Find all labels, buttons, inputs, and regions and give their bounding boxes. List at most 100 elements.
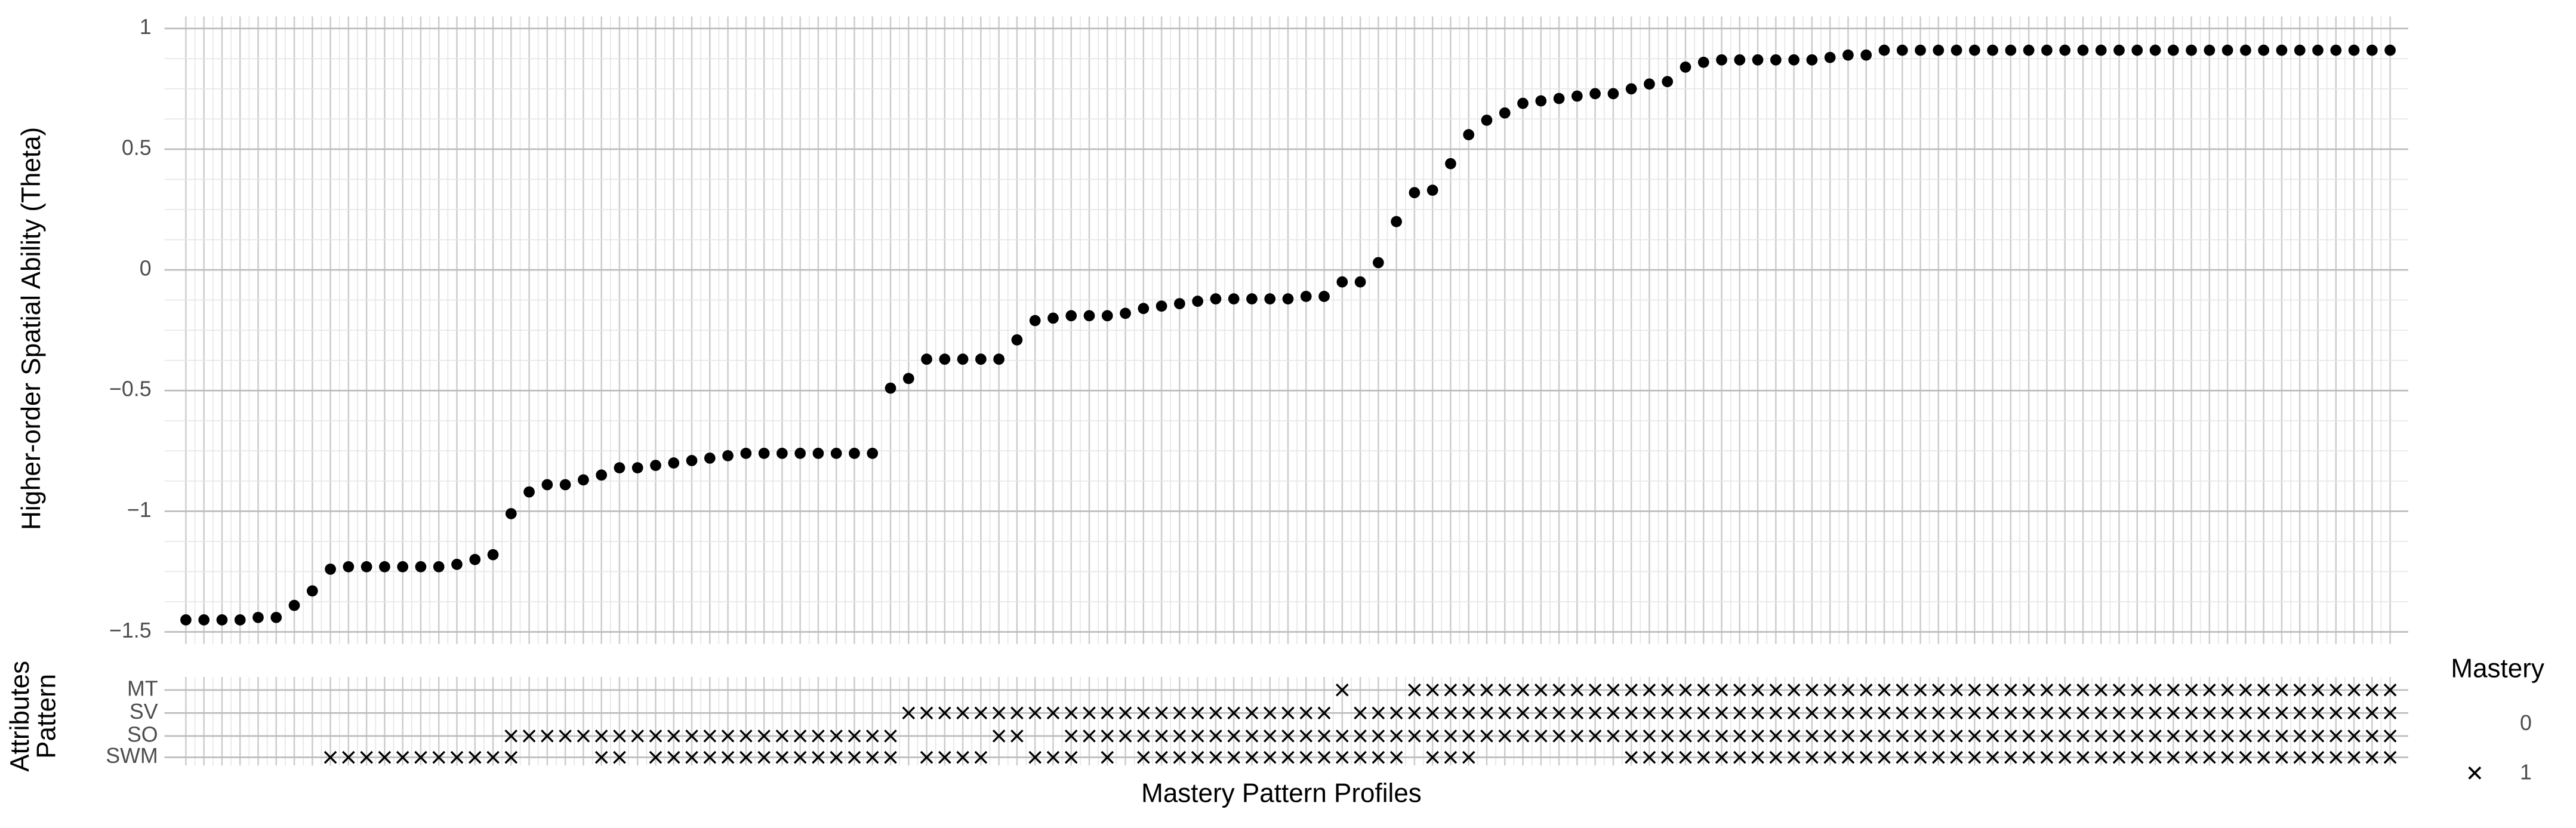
point — [2258, 44, 2270, 56]
mastery-mark — [739, 729, 753, 743]
mastery-mark — [1931, 706, 1945, 720]
point — [2186, 44, 2197, 56]
mastery-mark — [775, 750, 789, 764]
point — [2005, 44, 2017, 56]
mastery-mark — [1028, 750, 1042, 764]
mastery-mark — [2293, 684, 2307, 697]
mastery-mark — [360, 750, 373, 764]
mastery-mark — [1986, 750, 1999, 764]
mastery-mark — [974, 706, 988, 720]
point — [993, 353, 1005, 365]
mastery-mark — [1101, 706, 1114, 720]
mastery-mark — [577, 729, 590, 743]
mastery-mark — [1498, 729, 1512, 743]
mastery-mark — [739, 750, 753, 764]
point — [397, 561, 409, 572]
point — [2041, 44, 2053, 56]
mastery-mark — [1751, 729, 1764, 743]
mastery-mark — [2329, 729, 2343, 743]
mastery-mark — [2347, 729, 2361, 743]
point — [631, 462, 643, 473]
mastery-mark — [1769, 706, 1783, 720]
mastery-mark — [1281, 729, 1295, 743]
mastery-mark — [486, 750, 500, 764]
mastery-mark — [1516, 729, 1530, 743]
point — [1860, 49, 1872, 61]
legend-label: 1 — [2520, 761, 2532, 784]
mastery-mark — [1389, 750, 1403, 764]
mastery-mark — [1660, 706, 1674, 720]
point — [1463, 129, 1475, 140]
mastery-mark — [1660, 750, 1674, 764]
mastery-mark — [1986, 706, 1999, 720]
point — [2131, 44, 2143, 56]
y-axis-title: Higher-order Spatial Ability (Theta) — [17, 127, 46, 530]
mastery-mark — [1462, 729, 1475, 743]
mastery-mark — [1679, 750, 1692, 764]
mastery-mark — [848, 750, 861, 764]
mastery-mark — [1010, 706, 1024, 720]
mastery-mark — [1787, 706, 1801, 720]
point — [1915, 44, 1926, 56]
point — [614, 462, 625, 473]
mastery-mark — [1823, 729, 1837, 743]
mastery-mark — [1372, 729, 1385, 743]
mastery-mark — [631, 729, 645, 743]
point — [812, 448, 824, 459]
mastery-mark — [2004, 684, 2017, 697]
mastery-mark — [2130, 706, 2144, 720]
point — [686, 455, 698, 466]
point — [830, 448, 842, 459]
mastery-mark — [1028, 706, 1042, 720]
point — [1752, 54, 1764, 66]
point — [252, 611, 264, 623]
mastery-mark — [938, 706, 951, 720]
mastery-mark — [1697, 750, 1711, 764]
mastery-mark — [1679, 706, 1692, 720]
mastery-mark — [848, 729, 861, 743]
point — [1716, 54, 1727, 66]
mastery-mark — [2221, 684, 2234, 697]
mastery-mark — [865, 729, 879, 743]
mastery-mark — [1191, 706, 1204, 720]
point — [360, 561, 372, 572]
mastery-mark — [1389, 729, 1403, 743]
mastery-mark — [2239, 750, 2253, 764]
mastery-mark — [2383, 729, 2397, 743]
mastery-mark — [1191, 729, 1204, 743]
mastery-mark — [992, 729, 1006, 743]
mastery-mark — [685, 729, 698, 743]
mastery-mark — [1372, 706, 1385, 720]
mastery-mark — [1715, 706, 1728, 720]
mastery-mark — [1354, 706, 1367, 720]
mastery-mark — [1426, 684, 1439, 697]
mastery-mark — [504, 729, 518, 743]
mastery-mark — [812, 729, 825, 743]
point — [1264, 293, 1276, 304]
mastery-mark — [2383, 706, 2397, 720]
point — [1770, 54, 1782, 66]
mastery-mark — [1950, 684, 1963, 697]
mastery-mark — [1787, 684, 1801, 697]
point — [2059, 44, 2071, 56]
point — [1499, 107, 1511, 119]
mastery-mark — [323, 750, 337, 764]
point — [1192, 296, 1203, 307]
point — [2149, 44, 2161, 56]
mastery-mark — [1064, 729, 1078, 743]
mastery-mark — [1679, 729, 1692, 743]
mastery-mark — [1426, 706, 1439, 720]
point — [1896, 44, 1908, 56]
mastery-mark — [1299, 750, 1313, 764]
point — [1138, 303, 1150, 315]
mastery-mark — [1643, 729, 1656, 743]
point — [596, 469, 608, 481]
legend-key — [2468, 766, 2482, 780]
mastery-mark — [594, 729, 608, 743]
mastery-mark — [1841, 706, 1855, 720]
row-label: SWM — [106, 744, 158, 768]
point — [1174, 298, 1185, 310]
mastery-mark — [1607, 729, 1620, 743]
mastery-mark — [1950, 750, 1963, 764]
mastery-mark — [2076, 729, 2090, 743]
